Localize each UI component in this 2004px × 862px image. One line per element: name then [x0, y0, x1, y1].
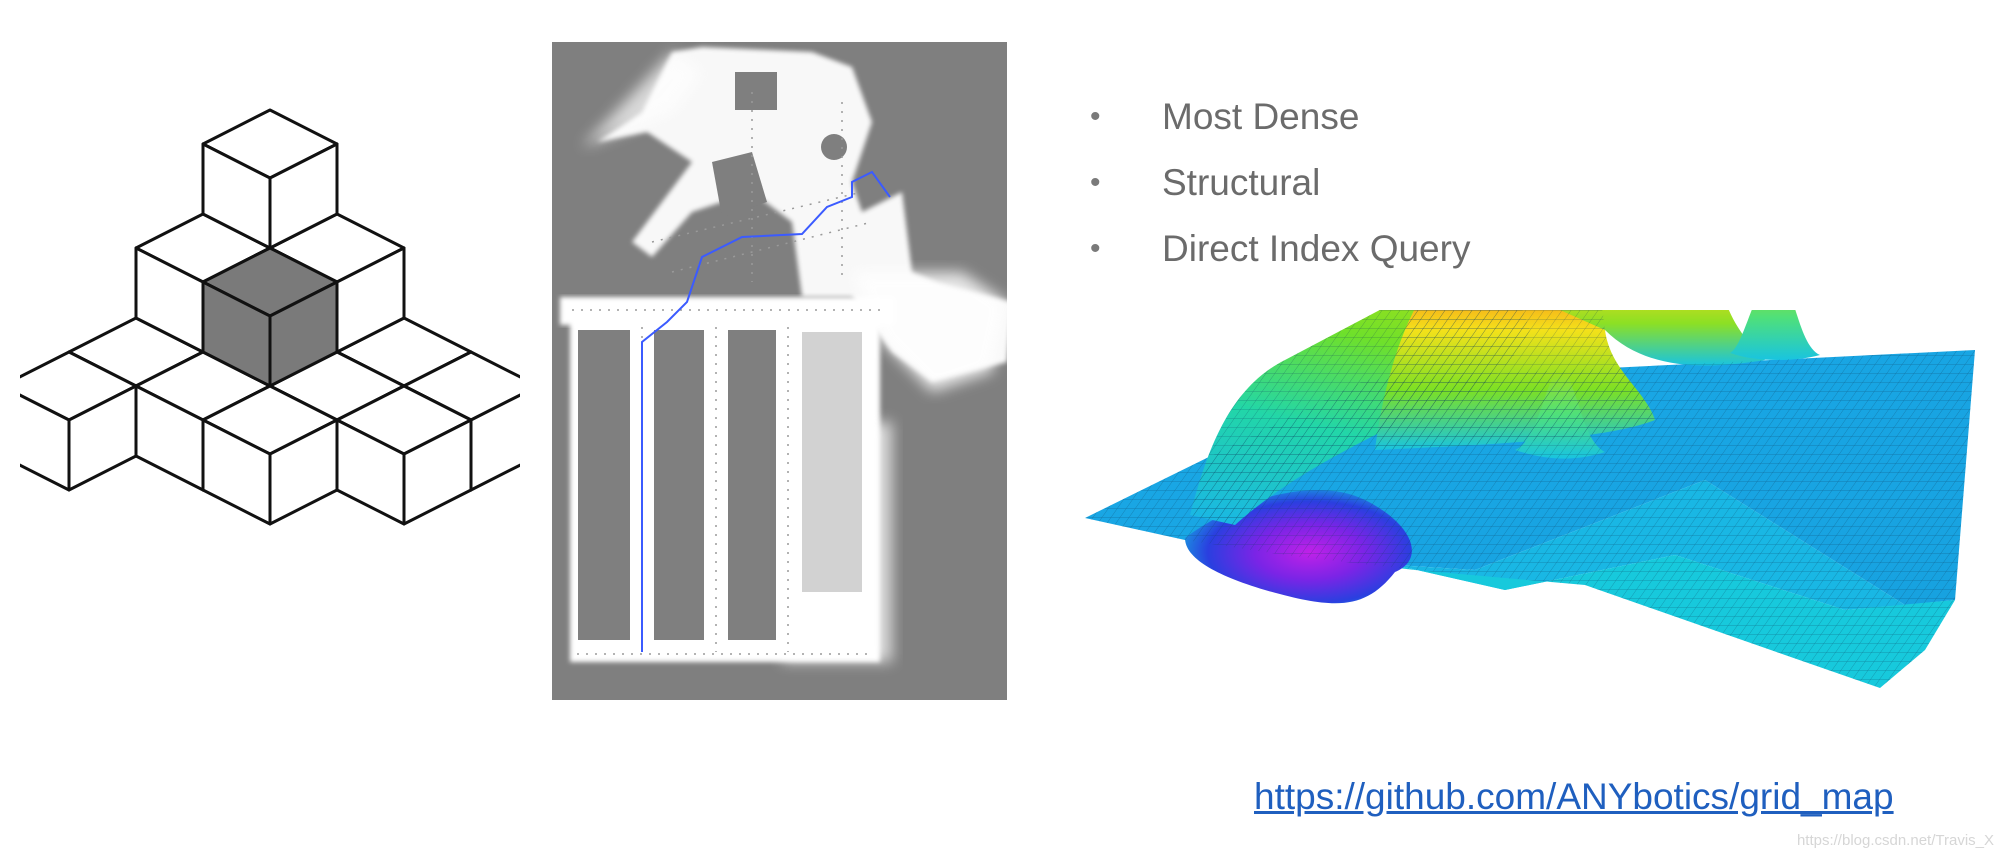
feature-label: Structural	[1162, 162, 1321, 203]
github-link[interactable]: https://github.com/ANYbotics/grid_map	[1254, 776, 1894, 817]
voxel-right-face	[268, 280, 339, 388]
watermark: https://blog.csdn.net/Travis_X	[1796, 832, 1994, 849]
occupancy-map-icon	[560, 47, 1007, 662]
elevation-surface-icon	[1085, 310, 1975, 688]
occupancy-grid-map	[552, 42, 1007, 700]
peak-small-right	[1730, 310, 1820, 360]
voxel-cubes-icon	[20, 108, 520, 526]
bullet-icon: •	[1090, 232, 1101, 265]
voxel-right-face	[402, 418, 473, 526]
elevation-surface-plot	[1085, 310, 1975, 770]
obstacle-blocks	[578, 72, 862, 640]
voxel-right-face	[268, 142, 339, 250]
planned-path	[641, 170, 891, 652]
feature-label: Direct Index Query	[1162, 228, 1471, 269]
peak-orange	[1560, 310, 1765, 366]
bullet-icon: •	[1090, 166, 1101, 199]
bullet-icon: •	[1090, 100, 1101, 133]
voxel-cubes-illustration	[20, 30, 520, 540]
feature-label: Most Dense	[1162, 96, 1360, 137]
